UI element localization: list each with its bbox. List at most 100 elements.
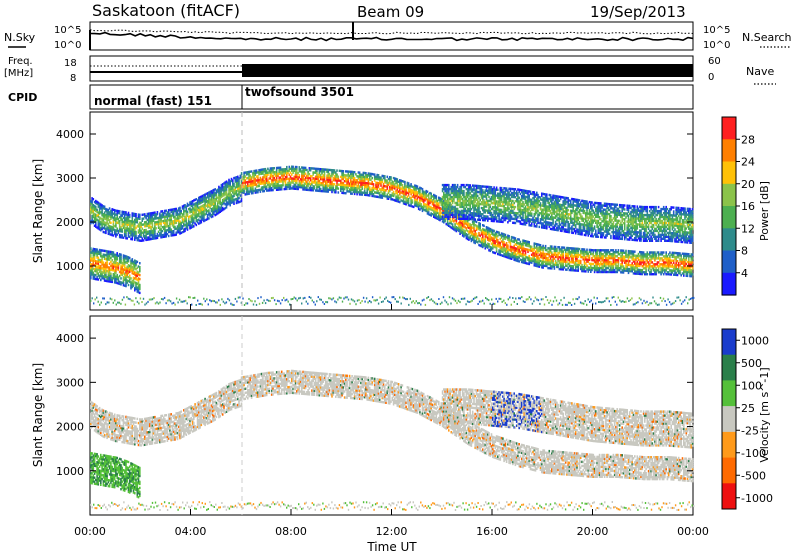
echo-cell: [265, 189, 268, 192]
echo-cell: [259, 168, 262, 172]
echo-cell: [92, 271, 95, 274]
echo-cell: [98, 212, 101, 215]
echo-cell: [420, 187, 422, 190]
echo-cell: [497, 244, 499, 248]
echo-cell: [453, 228, 455, 231]
echo-cell: [533, 246, 536, 249]
echo-cell: [417, 201, 420, 205]
echo-cell: [631, 254, 633, 257]
echo-cell: [542, 254, 544, 257]
echo-cell: [264, 185, 267, 189]
echo-cell: [291, 165, 293, 168]
echo-cell: [378, 180, 381, 183]
echo-cell: [101, 257, 103, 260]
echo-cell: [538, 263, 541, 266]
echo-cell: [262, 178, 264, 181]
echo-cell: [566, 246, 568, 250]
echo-cell: [371, 176, 373, 180]
echo-cell: [106, 258, 108, 261]
echo-cell: [185, 215, 188, 218]
echo-cell: [214, 192, 216, 195]
echo-cell: [100, 205, 102, 208]
echo-cell: [485, 245, 488, 249]
echo-cell: [329, 182, 332, 186]
echo-cell: [154, 213, 156, 216]
echo-cell: [396, 182, 399, 185]
echo-cell: [132, 212, 135, 215]
echo-cell: [454, 223, 456, 226]
echo-cell: [95, 213, 97, 216]
echo-cell: [551, 251, 553, 254]
echo-cell: [323, 186, 326, 189]
echo-cell: [118, 253, 121, 256]
echo-cell: [389, 176, 391, 179]
echo-cell: [414, 188, 416, 191]
echo-cell: [459, 222, 461, 226]
echo-cell: [208, 203, 210, 206]
echo-cell: [582, 250, 585, 253]
echo-cell: [198, 198, 200, 202]
echo-cell: [296, 169, 298, 173]
echo-cell: [392, 192, 395, 196]
echo-cell: [543, 254, 546, 258]
echo-cell: [245, 177, 248, 180]
echo-cell: [498, 251, 500, 254]
echo-cell: [503, 255, 505, 258]
echo-cell: [125, 277, 127, 280]
echo-cell: [499, 243, 502, 247]
echo-cell: [365, 183, 367, 187]
echo-cell: [470, 231, 473, 235]
echo-cell: [228, 180, 230, 183]
echo-cell: [111, 253, 113, 256]
echo-cell: [507, 254, 509, 257]
echo-cell: [275, 172, 278, 176]
echo-cell: [248, 178, 250, 182]
echo-cell: [576, 251, 578, 254]
echo-cell: [123, 215, 126, 218]
echo-cell: [606, 270, 608, 274]
echo-cell: [347, 184, 350, 187]
echo-cell: [548, 267, 551, 270]
echo-cell: [458, 227, 460, 231]
echo-cell: [510, 247, 513, 251]
echo-cell: [674, 251, 676, 255]
echo-cell: [495, 236, 498, 239]
echo-cell: [198, 202, 200, 205]
echo-cell: [273, 178, 275, 182]
echo-cell: [361, 179, 363, 182]
echo-cell: [115, 209, 117, 212]
echo-cell: [652, 273, 655, 276]
echo-cell: [483, 240, 485, 243]
echo-cell: [244, 185, 247, 188]
echo-cell: [172, 208, 175, 211]
echo-cell: [105, 267, 107, 271]
echo-cell: [675, 257, 677, 261]
echo-cell: [211, 207, 214, 210]
echo-cell: [637, 272, 640, 275]
echo-cell: [350, 180, 352, 183]
echo-cell: [367, 184, 370, 187]
echo-cell: [433, 215, 435, 218]
echo-cell: [680, 258, 682, 261]
echo-cell: [433, 201, 435, 205]
echo-cell: [574, 247, 577, 250]
echo-cell: [461, 234, 464, 237]
echo-cell: [101, 255, 103, 258]
echo-cell: [350, 184, 352, 187]
echo-cell: [338, 183, 341, 186]
echo-cell: [175, 213, 177, 216]
echo-cell: [179, 206, 181, 209]
echo-cell: [126, 265, 128, 268]
echo-cell: [343, 180, 346, 183]
echo-cell: [90, 259, 92, 262]
echo-cell: [328, 184, 331, 187]
echo-cell: [440, 199, 443, 203]
echo-cell: [544, 260, 547, 264]
echo-cell: [508, 235, 510, 238]
echo-cell: [358, 175, 361, 178]
echo-cell: [672, 265, 675, 268]
echo-cell: [420, 199, 422, 202]
echo-cell: [316, 169, 318, 172]
echo-cell: [179, 210, 181, 213]
echo-cell: [386, 187, 389, 190]
